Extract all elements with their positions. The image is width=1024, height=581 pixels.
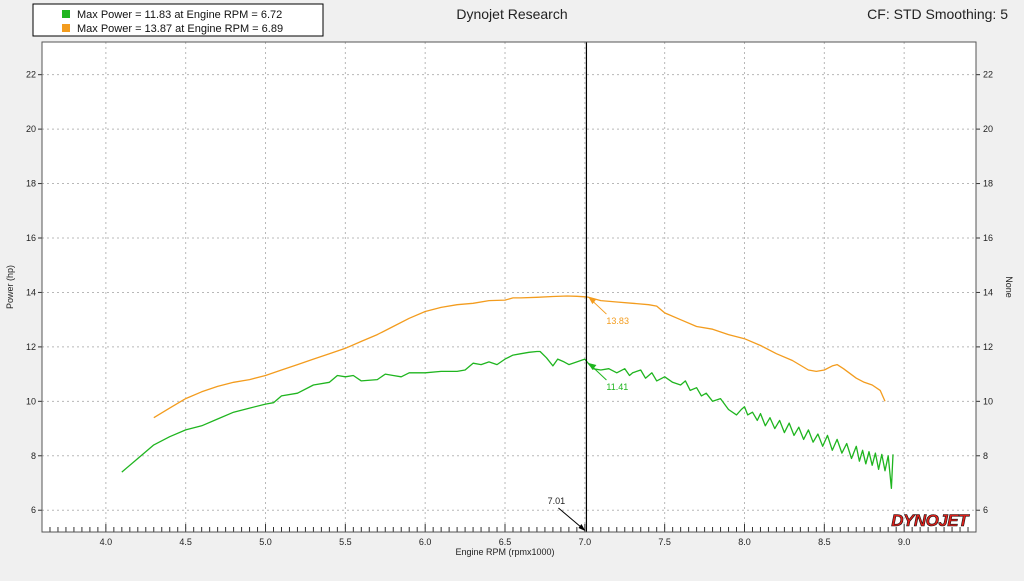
y-tick-label: 6 <box>31 505 36 515</box>
x-tick-label: 4.0 <box>100 537 113 547</box>
dynojet-logo: DYNOJET <box>891 511 971 531</box>
x-tick-label: 6.5 <box>499 537 512 547</box>
x-tick-label: 9.0 <box>898 537 911 547</box>
axes: 4.0 4.5 5.0 5.5 6.0 6.5 7.0 7.5 8.0 8.5 9.0 6 6 8 8 10 1… <box>26 70 993 547</box>
y-tick-label: 22 <box>26 70 36 80</box>
y-tick-label: 12 <box>26 342 36 352</box>
legend-entry-orange: Max Power = 13.87 at Engine RPM = 6.89 <box>77 23 283 35</box>
y2-tick-label: 16 <box>983 233 993 243</box>
y2-tick-label: 20 <box>983 124 993 134</box>
cursor-value-green: 11.41 <box>606 382 628 392</box>
x-tick-label: 8.5 <box>818 537 831 547</box>
cursor-callout-arrow-green <box>588 362 597 370</box>
y-tick-label: 8 <box>31 451 36 461</box>
y2-axis-title: None <box>1004 276 1014 298</box>
y-tick-label: 14 <box>26 287 36 297</box>
x-tick-label: 7.0 <box>579 537 592 547</box>
cursor-callout-arrow-orange <box>588 297 597 305</box>
cursor: 7.01 11.41 13.83 <box>548 42 629 532</box>
cursor-pointer-arrowhead <box>578 524 586 531</box>
y2-tick-label: 22 <box>983 70 993 80</box>
cf-smoothing-label: CF: STD Smoothing: 5 <box>867 6 1008 22</box>
x-tick-label: 7.5 <box>658 537 671 547</box>
y2-tick-label: 14 <box>983 287 993 297</box>
y-tick-label: 20 <box>26 124 36 134</box>
x-tick-label: 8.0 <box>738 537 751 547</box>
x-tick-label: 5.5 <box>339 537 352 547</box>
x-tick-label: 4.5 <box>179 537 192 547</box>
cursor-value-orange: 13.83 <box>606 316 629 326</box>
plot-border <box>41 41 977 533</box>
x-tick-label: 6.0 <box>419 537 432 547</box>
series-line-green <box>121 350 894 490</box>
logo-text: DYNOJET <box>891 511 970 530</box>
y-tick-label: 16 <box>26 233 36 243</box>
y2-tick-label: 18 <box>983 179 993 189</box>
legend-entry-green: Max Power = 11.83 at Engine RPM = 6.72 <box>77 9 282 21</box>
y-tick-label: 10 <box>26 396 36 406</box>
grid <box>42 42 976 532</box>
legend-swatch-orange <box>62 24 70 32</box>
series-layer <box>121 295 894 490</box>
plot-area <box>42 42 976 532</box>
legend: Max Power = 11.83 at Engine RPM = 6.72 M… <box>32 3 324 37</box>
y2-tick-label: 10 <box>983 396 993 406</box>
legend-swatch-green <box>62 10 70 18</box>
y-axis-title: Power (hp) <box>5 265 15 309</box>
y-tick-label: 18 <box>26 179 36 189</box>
x-axis-title: Engine RPM (rpmx1000) <box>455 547 554 557</box>
series-line-orange <box>153 295 886 419</box>
chart-title: Dynojet Research <box>456 6 567 22</box>
legend-box <box>32 3 324 37</box>
x-tick-label: 5.0 <box>259 537 272 547</box>
y2-tick-label: 12 <box>983 342 993 352</box>
y2-tick-label: 6 <box>983 505 988 515</box>
y2-tick-label: 8 <box>983 451 988 461</box>
cursor-label: 7.01 <box>548 496 566 506</box>
